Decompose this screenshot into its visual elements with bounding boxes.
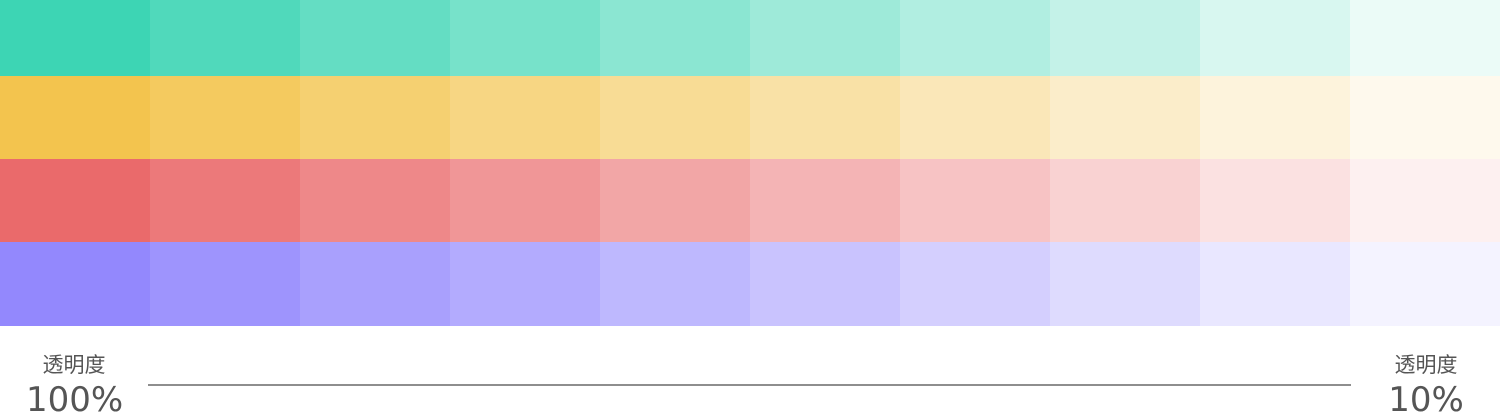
color-swatch [0,0,150,76]
color-swatch [600,242,750,326]
color-swatch [1200,242,1350,326]
color-swatch [1350,0,1500,76]
color-swatch [150,242,300,326]
opacity-end-title: 透明度 [1394,353,1458,377]
opacity-start-value: 100% [26,380,124,420]
color-swatch [300,242,450,326]
swatch-row-0 [0,0,1500,76]
opacity-end-label: 透明度 10% [1378,350,1474,420]
color-swatch [750,0,900,76]
color-swatch [750,76,900,159]
color-swatch [150,0,300,76]
color-swatch [600,0,750,76]
color-swatch [300,76,450,159]
color-swatch [150,76,300,159]
color-swatch [900,76,1050,159]
color-swatch [900,0,1050,76]
swatch-row-3 [0,242,1500,326]
color-swatch [0,76,150,159]
color-swatch [150,159,300,242]
swatch-row-2 [0,159,1500,242]
color-swatch [1050,76,1200,159]
color-swatch [1200,76,1350,159]
color-swatch-grid [0,0,1500,326]
color-swatch [600,76,750,159]
swatch-row-1 [0,76,1500,159]
color-swatch [1200,0,1350,76]
opacity-end-value: 10% [1388,380,1464,420]
color-swatch [450,242,600,326]
color-swatch [600,159,750,242]
color-swatch [1350,242,1500,326]
color-swatch [0,159,150,242]
opacity-start-title: 透明度 [42,353,106,377]
color-swatch [900,242,1050,326]
color-swatch [450,0,600,76]
color-swatch [1200,159,1350,242]
color-swatch [0,242,150,326]
color-swatch [900,159,1050,242]
color-swatch [750,242,900,326]
opacity-start-label: 透明度 100% [26,350,124,420]
color-swatch [300,159,450,242]
color-swatch [450,76,600,159]
color-swatch [450,159,600,242]
color-swatch [1050,242,1200,326]
color-swatch [750,159,900,242]
color-swatch [1050,159,1200,242]
color-swatch [1350,159,1500,242]
color-swatch [300,0,450,76]
color-swatch [1350,76,1500,159]
color-swatch [1050,0,1200,76]
opacity-scale-line [148,384,1351,386]
